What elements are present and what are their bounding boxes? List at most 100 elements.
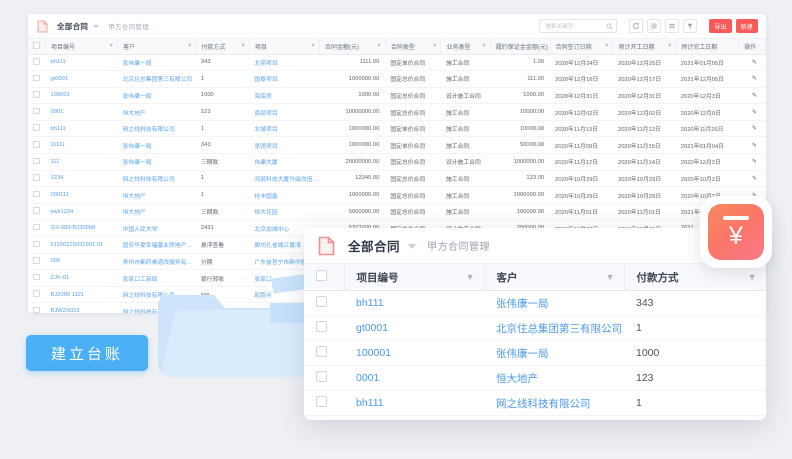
cell-0[interactable]: bh111 — [45, 54, 118, 72]
edit-action-cell[interactable]: ✎ — [738, 54, 766, 72]
cell-3[interactable]: 北苑项目 — [249, 54, 320, 72]
table-row[interactable]: 0001 恒大地产 123 南部项目 10000000.00 固定总价合同 施工合同 1000… — [28, 103, 766, 121]
cell-3[interactable]: 国泰项目 — [249, 70, 320, 88]
cell-3[interactable]: 北京加城中心 — [249, 219, 320, 238]
row-checkbox[interactable] — [316, 396, 327, 407]
col-header-3[interactable]: 项目 ▼ — [249, 39, 320, 55]
cell-0[interactable]: 11111 — [45, 136, 118, 155]
yuan-ledger-app-icon[interactable]: ¥ — [700, 196, 772, 268]
cell-0[interactable]: bh111 — [344, 290, 484, 316]
filter-icon[interactable]: ▼ — [108, 43, 115, 50]
col-header-1[interactable]: 客户 ▼ — [117, 39, 197, 55]
edit-pencil-icon[interactable]: ✎ — [752, 126, 758, 133]
table-row[interactable]: 111 张伟康一局 三期款 伟康大厦 20000000.00 固定总价合同 设计施工合同 10… — [28, 153, 766, 171]
row-checkbox[interactable] — [316, 346, 327, 357]
cell-0[interactable]: 111 — [45, 153, 118, 171]
table-row[interactable]: bh111 张伟康一局 343 北苑项目 1111.00 固定单价合同 施工合同 1.00 20… — [28, 54, 766, 72]
col-header-0[interactable]: 项目编号 ▼ — [45, 39, 119, 55]
row-checkbox[interactable] — [33, 91, 40, 98]
edit-pencil-icon[interactable]: ✎ — [752, 175, 758, 182]
row-checkbox-cell[interactable] — [28, 153, 46, 171]
row-checkbox[interactable] — [33, 240, 40, 248]
chevron-down-icon[interactable] — [93, 24, 100, 28]
table-row[interactable]: 11111 张伟康一局 343 张馆项目 1000000.00 固定单价合同 施工合同 500… — [28, 136, 766, 155]
cell-1[interactable]: 中国人民大学 — [117, 219, 196, 238]
cell-3[interactable]: 北城项目 — [249, 120, 320, 138]
row-checkbox-cell[interactable] — [28, 120, 46, 138]
edit-action-cell[interactable]: ✎ — [738, 153, 766, 171]
fg-col-header-2[interactable]: 付款方式 ▼ — [624, 263, 766, 291]
row-checkbox[interactable] — [33, 190, 40, 198]
cell-0[interactable]: zwk1234 — [45, 203, 118, 221]
table-row[interactable]: bh111 网之线科技有限公司 1 北城项目 1000000.00 固定单价合同 施工合同 1… — [28, 120, 766, 138]
row-checkbox-cell[interactable] — [304, 390, 344, 416]
cell-0[interactable]: gt0001 — [344, 315, 484, 341]
cell-1[interactable]: 张伟康一局 — [117, 54, 196, 72]
edit-action-cell[interactable]: ✎ — [738, 103, 766, 121]
filter-icon[interactable]: ▼ — [604, 43, 610, 50]
filter-icon[interactable] — [683, 19, 698, 33]
edit-pencil-icon[interactable]: ✎ — [752, 92, 758, 99]
new-button[interactable]: 新建 — [735, 19, 758, 33]
cell-0[interactable]: 100001 — [45, 87, 118, 105]
filter-icon[interactable]: ▼ — [310, 43, 316, 50]
filter-icon[interactable]: ▼ — [432, 43, 438, 50]
table-row[interactable]: 100001 张伟康一局 1000 海底房 1000.00 固定总价合同 设计施工合同 100… — [28, 87, 766, 105]
cell-1[interactable]: 网之线科技有限公司 — [484, 390, 624, 416]
cell-0[interactable]: BJ2000 1121 — [45, 286, 118, 304]
row-checkbox[interactable] — [33, 290, 40, 297]
table-row[interactable]: gt0001 北京住总集团第三有限公司 1 国泰项目 1000000.00 固定总价合同施… — [28, 70, 766, 88]
cell-1[interactable]: 网之线科技有限公司 — [117, 120, 196, 138]
col-header-2[interactable]: 付款方式 ▼ — [195, 39, 250, 55]
col-header-10[interactable]: 预计完工日期 — [675, 39, 740, 55]
refresh-icon[interactable] — [629, 19, 644, 33]
filter-icon[interactable]: ▼ — [186, 43, 193, 50]
edit-action-cell[interactable]: ✎ — [738, 120, 766, 138]
cell-1[interactable]: 张伟康一局 — [117, 153, 196, 171]
cell-3[interactable]: 广东省官宁市新中医医院... — [249, 253, 320, 271]
row-checkbox[interactable] — [33, 174, 40, 181]
row-checkbox-cell[interactable] — [28, 170, 46, 188]
cell-0[interactable]: gt0001 — [45, 70, 118, 88]
cell-1[interactable]: 恒大地产 — [484, 365, 624, 391]
export-button[interactable]: 导出 — [709, 19, 732, 33]
cell-0[interactable]: ZJK-01 — [45, 269, 118, 287]
table-row[interactable]: gt0001 北京住总集团第三有限公司 1 — [304, 315, 766, 341]
row-checkbox-cell[interactable] — [28, 54, 46, 72]
table-row[interactable]: 000111 恒大地产 1 栓丰国鑫 1000000.00 固定总价合同 施工合同 10000… — [28, 186, 766, 204]
filter-icon[interactable]: ▼ — [747, 272, 757, 282]
search-input[interactable]: 搜索关键字 — [539, 19, 618, 33]
edit-pencil-icon[interactable]: ✎ — [752, 76, 758, 83]
cell-3[interactable]: 南部项目 — [249, 103, 320, 121]
cell-0[interactable]: 0001 — [45, 103, 118, 121]
edit-pencil-icon[interactable]: ✎ — [752, 159, 758, 166]
cell-1[interactable]: 贵州市都府桌道改服务有... — [117, 253, 196, 271]
row-checkbox-cell[interactable] — [304, 290, 344, 316]
cell-3[interactable]: 恒大花园 — [249, 203, 320, 221]
cell-1[interactable]: 网之线科技有限公司 — [117, 302, 196, 313]
cell-1[interactable]: 固安华夏幸福基业房地产... — [117, 236, 196, 254]
cell-1[interactable]: 张伟康一局 — [117, 87, 196, 105]
filter-icon[interactable]: ▼ — [666, 43, 673, 50]
cell-0[interactable]: bh111 — [344, 390, 484, 416]
list-icon[interactable] — [665, 19, 680, 33]
row-checkbox[interactable] — [33, 306, 40, 313]
edit-action-cell[interactable]: ✎ — [738, 170, 766, 188]
col-header-4[interactable]: 合同金额(元) ▼ — [319, 39, 386, 55]
cell-1[interactable]: 恒大地产 — [117, 103, 196, 121]
edit-pencil-icon[interactable]: ✎ — [752, 142, 758, 149]
row-checkbox[interactable] — [33, 257, 40, 264]
row-checkbox-cell[interactable] — [28, 302, 46, 313]
row-checkbox[interactable] — [33, 74, 40, 82]
row-checkbox[interactable] — [33, 157, 40, 165]
table-row[interactable]: zwk1234 恒大地产 三期款 恒大花园 5000000.00 固定总价合同 施工合同 10… — [28, 203, 766, 221]
col-header-7[interactable]: 履约保证金金额(元) — [490, 39, 551, 55]
row-checkbox-cell[interactable] — [28, 253, 46, 271]
row-checkbox-cell[interactable] — [304, 315, 344, 341]
table-row[interactable]: bh111 网之线科技有限公司 1 — [304, 390, 766, 416]
row-checkbox-cell[interactable] — [28, 203, 46, 221]
row-checkbox-cell[interactable] — [28, 186, 46, 204]
cell-0[interactable]: 1234 — [45, 170, 118, 188]
filter-icon[interactable]: ▼ — [465, 272, 475, 282]
select-all-checkbox[interactable] — [316, 270, 327, 281]
